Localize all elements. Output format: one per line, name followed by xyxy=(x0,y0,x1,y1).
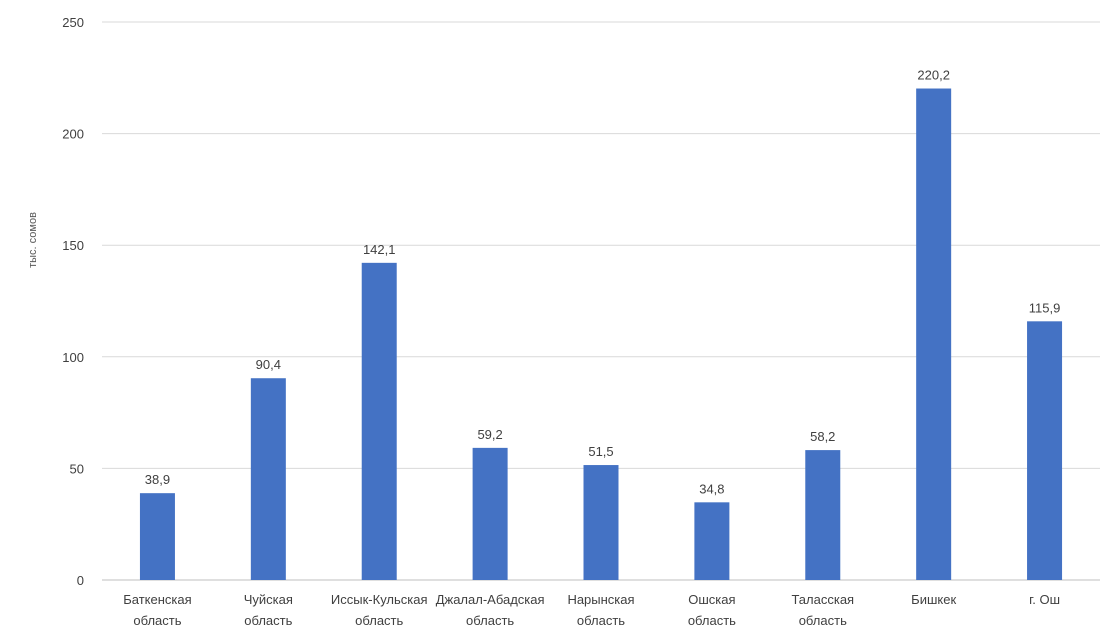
data-label: 34,8 xyxy=(699,481,724,496)
bar xyxy=(916,88,952,580)
y-tick-label: 250 xyxy=(62,15,84,30)
x-tick-label: Иссык-Кульская область xyxy=(331,592,428,628)
x-tick-label: г. Ош xyxy=(1029,592,1060,607)
bar xyxy=(583,465,619,580)
data-label: 90,4 xyxy=(256,357,281,372)
x-tick-label: Джалал-Абадская область xyxy=(436,592,545,628)
y-tick-label: 50 xyxy=(70,461,84,476)
data-label: 59,2 xyxy=(477,427,502,442)
y-axis-ticks: 0 50 100 150 200 250 xyxy=(62,15,84,588)
y-tick-label: 0 xyxy=(77,573,84,588)
data-label: 220,2 xyxy=(917,68,950,83)
data-labels: 38,9 90,4 142,1 59,2 51,5 34,8 58,2 220,2 115,9 xyxy=(145,68,1061,497)
y-axis-label: тыс. сомов xyxy=(27,212,39,268)
x-tick-label: Бишкек xyxy=(911,592,956,607)
bar xyxy=(361,262,397,580)
y-tick-label: 200 xyxy=(62,127,84,142)
data-label: 58,2 xyxy=(810,429,835,444)
bar xyxy=(139,493,175,580)
x-tick-label: Таласская область xyxy=(791,592,854,628)
data-label: 51,5 xyxy=(588,444,613,459)
data-label: 142,1 xyxy=(363,242,396,257)
bar xyxy=(805,450,841,580)
y-tick-label: 100 xyxy=(62,350,84,365)
x-axis-ticks: Баткенская область Чуйская область Иссык-Кул… xyxy=(123,592,1060,628)
data-label: 38,9 xyxy=(145,472,170,487)
bar xyxy=(250,378,286,580)
bar xyxy=(472,447,508,580)
bar xyxy=(694,502,730,580)
y-tick-label: 150 xyxy=(62,238,84,253)
x-tick-label: Нарынская область xyxy=(567,592,634,628)
bar xyxy=(1027,321,1063,580)
bars xyxy=(139,88,1063,580)
x-tick-label: Чуйская область xyxy=(244,592,293,628)
x-tick-label: Баткенская область xyxy=(123,592,191,628)
x-tick-label: Ошская область xyxy=(688,592,736,628)
data-label: 115,9 xyxy=(1029,300,1061,315)
